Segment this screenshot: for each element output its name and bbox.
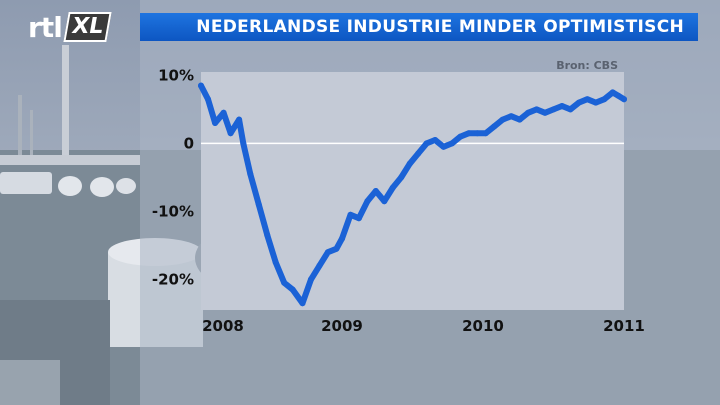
data-point xyxy=(406,160,413,167)
data-point xyxy=(333,245,340,252)
data-point xyxy=(491,123,498,130)
data-point xyxy=(236,116,243,123)
y-tick-label: -20% xyxy=(152,270,194,288)
data-point xyxy=(609,89,616,96)
data-point xyxy=(347,211,354,218)
data-point xyxy=(247,171,254,177)
data-point xyxy=(621,96,627,103)
data-point xyxy=(550,106,557,113)
data-point xyxy=(372,188,379,194)
data-point xyxy=(615,92,622,99)
data-point xyxy=(592,99,599,106)
data-point xyxy=(542,109,548,116)
data-point xyxy=(381,198,388,205)
data-point xyxy=(324,249,331,256)
data-point xyxy=(308,276,314,283)
rtl-xl-logo: rtl XL xyxy=(28,10,112,44)
data-point xyxy=(240,140,247,147)
data-point xyxy=(198,82,204,89)
data-point xyxy=(227,130,234,137)
data-point xyxy=(355,215,362,222)
data-point xyxy=(220,109,227,116)
data-point xyxy=(316,262,323,269)
data-point xyxy=(499,116,506,123)
data-point xyxy=(533,106,540,113)
data-point xyxy=(457,133,464,140)
title-bar: NEDERLANDSE INDUSTRIE MINDER OPTIMISTISC… xyxy=(140,13,698,41)
y-tick-label: -10% xyxy=(152,202,194,220)
data-point xyxy=(339,235,345,242)
x-tick-label: 2010 xyxy=(462,317,504,335)
data-point xyxy=(415,150,422,157)
x-tick-label: 2009 xyxy=(321,317,363,335)
data-point xyxy=(482,130,489,137)
data-point xyxy=(264,232,271,239)
data-point xyxy=(255,201,262,208)
x-tick-label: 2011 xyxy=(603,317,645,335)
data-point xyxy=(601,96,608,103)
data-point xyxy=(272,259,279,266)
data-point xyxy=(567,106,574,113)
logo-rtl: rtl xyxy=(28,10,63,44)
y-tick-label: 0 xyxy=(184,134,194,152)
data-point xyxy=(440,143,447,150)
data-point xyxy=(299,300,306,307)
data-point xyxy=(516,116,523,123)
data-point xyxy=(584,96,591,103)
data-point xyxy=(525,109,532,116)
data-point xyxy=(364,198,371,205)
y-tick-label: 10% xyxy=(158,66,194,84)
data-point xyxy=(575,99,582,106)
data-point xyxy=(465,130,472,137)
data-point xyxy=(559,103,565,109)
data-point xyxy=(423,140,430,147)
data-point xyxy=(281,279,288,286)
data-point xyxy=(212,120,219,126)
source-label: Bron: CBS xyxy=(556,59,618,72)
x-tick-label: 2008 xyxy=(202,317,244,335)
data-point xyxy=(398,174,405,181)
data-point xyxy=(205,96,211,103)
data-point xyxy=(508,113,515,120)
data-point xyxy=(474,130,481,137)
data-point xyxy=(389,184,396,191)
chart-title: NEDERLANDSE INDUSTRIE MINDER OPTIMISTISC… xyxy=(196,17,684,37)
data-point xyxy=(432,137,439,143)
data-point xyxy=(289,286,296,293)
data-point xyxy=(449,140,455,147)
